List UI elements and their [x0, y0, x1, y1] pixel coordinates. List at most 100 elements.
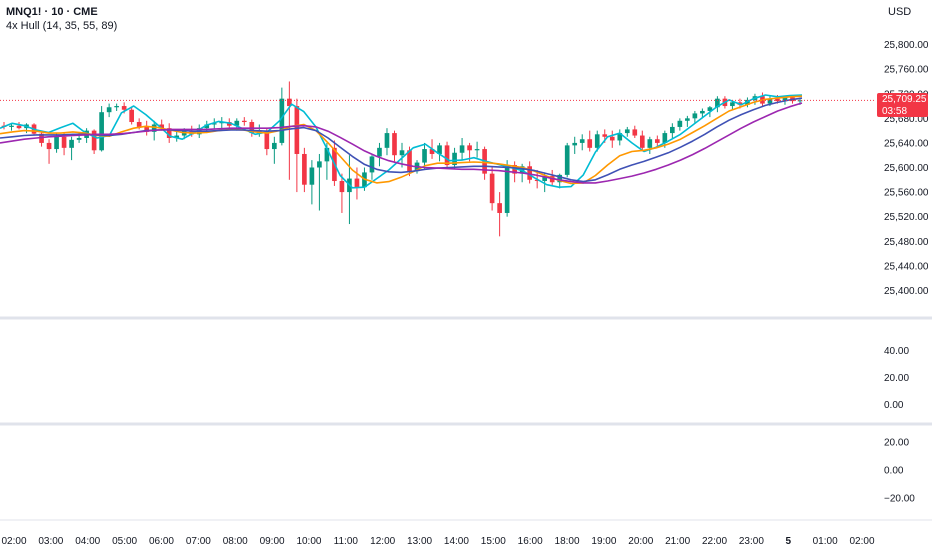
candle-body	[61, 136, 67, 148]
last-price-value: 25,709.25	[882, 94, 927, 106]
time-tick-label: 5	[785, 536, 791, 547]
candle-body	[715, 98, 720, 108]
candle-body	[234, 120, 240, 126]
price-tick-label: 25,600.00	[884, 163, 929, 174]
candle-body	[437, 145, 442, 154]
candle-body	[309, 167, 315, 185]
price-tick-label: 25,800.00	[884, 40, 929, 51]
candle-body	[489, 173, 495, 204]
candle-body	[700, 110, 705, 114]
candle-body	[452, 152, 457, 166]
candle-body	[677, 120, 683, 127]
candle-body	[324, 147, 330, 162]
candle-body	[422, 149, 427, 163]
candle-body	[594, 134, 600, 148]
candle-body	[354, 178, 360, 188]
candle-body	[624, 129, 630, 134]
candle-body	[459, 145, 465, 153]
pane3-tick-label: 20.00	[884, 438, 909, 449]
time-tick-label: 08:00	[223, 536, 248, 547]
candle-body	[692, 113, 698, 119]
candle-body	[69, 139, 74, 148]
candle-body	[39, 133, 44, 143]
pane3-tick-label: 0.00	[884, 466, 904, 477]
candle-body	[654, 139, 660, 143]
candle-body	[241, 120, 247, 123]
candle-body	[129, 109, 134, 123]
time-tick-label: 12:00	[370, 536, 395, 547]
candle-body	[54, 136, 59, 150]
time-tick-label: 22:00	[702, 536, 727, 547]
hull-14-line	[0, 94, 803, 189]
currency-label[interactable]: USD	[888, 6, 912, 18]
candle-body	[730, 102, 735, 107]
candle-body	[670, 126, 675, 134]
time-tick-label: 03:00	[38, 536, 63, 547]
candle-body	[16, 125, 22, 129]
time-tick-label: 14:00	[444, 536, 469, 547]
candle-body	[264, 130, 270, 150]
candle-body	[279, 98, 285, 143]
indicator-legend[interactable]: 4x Hull (14, 35, 55, 89)	[6, 20, 118, 32]
time-tick-label: 19:00	[591, 536, 616, 547]
candle-body	[399, 150, 405, 156]
candle-body	[632, 129, 638, 136]
candle-body	[369, 156, 375, 173]
candle-body	[467, 145, 472, 151]
pane3-tick-label: −20.00	[884, 494, 915, 505]
time-tick-label: 21:00	[665, 536, 690, 547]
candle-body	[76, 138, 82, 140]
time-tick-label: 01:00	[813, 536, 838, 547]
candle-body	[504, 165, 510, 213]
price-tick-label: 25,520.00	[884, 212, 929, 223]
price-tick-label: 25,640.00	[884, 138, 929, 149]
candle-body	[572, 142, 578, 146]
price-tick-label: 25,440.00	[884, 261, 929, 272]
candle-body	[639, 135, 645, 148]
price-tick-label: 25,560.00	[884, 188, 929, 199]
candle-body	[317, 161, 322, 168]
pane2-tick-label: 20.00	[884, 373, 909, 384]
time-tick-label: 20:00	[628, 536, 653, 547]
candle-body	[174, 135, 180, 138]
candle-body	[151, 124, 157, 132]
candle-body	[557, 174, 563, 183]
time-tick-label: 23:00	[739, 536, 764, 547]
candle-body	[542, 176, 548, 182]
candle-body	[444, 145, 450, 166]
candle-body	[534, 179, 540, 182]
candle-body	[136, 122, 142, 127]
bar-countdown: 03:58	[882, 105, 908, 117]
time-tick-label: 11:00	[334, 536, 359, 547]
time-tick-label: 16:00	[518, 536, 543, 547]
symbol-title[interactable]: MNQ1! · 10 · CME	[6, 6, 98, 18]
candle-body	[497, 203, 502, 213]
hull-89-line	[0, 102, 803, 184]
candle-body	[797, 100, 803, 102]
candle-body	[587, 139, 593, 148]
candle-body	[767, 98, 773, 104]
candle-body	[159, 124, 165, 129]
candle-body	[91, 130, 97, 151]
candle-body	[474, 149, 480, 151]
candle-body	[564, 145, 570, 175]
candle-body	[662, 133, 668, 143]
price-tick-label: 25,400.00	[884, 286, 929, 297]
candle-body	[782, 97, 788, 102]
candle-body	[617, 133, 623, 141]
time-tick-label: 02:00	[1, 536, 26, 547]
time-tick-label: 05:00	[112, 536, 137, 547]
time-tick-label: 15:00	[481, 536, 506, 547]
price-tick-label: 25,480.00	[884, 237, 929, 248]
candle-body	[339, 181, 345, 193]
candle-body	[429, 149, 435, 154]
time-tick-label: 02:00	[849, 536, 874, 547]
time-tick-label: 09:00	[260, 536, 285, 547]
hull-55-line	[0, 97, 803, 183]
candle-body	[602, 134, 608, 137]
candle-body	[527, 166, 532, 180]
candle-body	[647, 139, 653, 148]
pane2-tick-label: 40.00	[884, 346, 909, 357]
candle-body	[106, 107, 112, 113]
